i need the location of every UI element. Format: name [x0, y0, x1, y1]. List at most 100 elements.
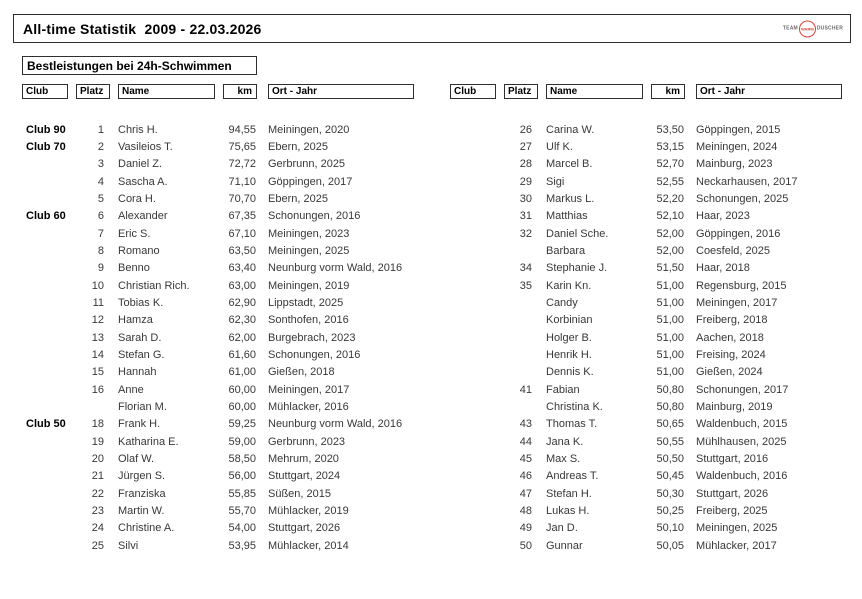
- platz-value: 1: [97, 123, 104, 136]
- column-header-club: Club: [22, 84, 68, 99]
- km-value: 62,00: [228, 331, 256, 344]
- name-value: Barbara: [546, 244, 586, 257]
- name-value: Stephanie J.: [546, 262, 608, 275]
- table-row: 14 Stefan G. 61,60 Schonungen, 2016: [22, 346, 414, 363]
- ort-jahr-value: Mühlacker, 2017: [696, 539, 777, 552]
- ort-jahr-value: Meiningen, 2020: [268, 123, 350, 136]
- platz-value: 3: [97, 158, 104, 171]
- table-row: 35 Karin Kn. 51,00 Regensburg, 2015: [450, 277, 842, 294]
- ort-jahr-value: Haar, 2023: [696, 210, 750, 223]
- name-value: Franziska: [118, 487, 166, 500]
- table-row: 32 Daniel Sche. 52,00 Göppingen, 2016: [450, 225, 842, 242]
- km-value: 50,80: [656, 383, 684, 396]
- ort-jahr-value: Mühlacker, 2019: [268, 504, 349, 517]
- logo-circle-icon: WARM: [798, 20, 816, 37]
- ort-jahr-value: Meiningen, 2017: [268, 383, 350, 396]
- km-value: 62,30: [228, 314, 256, 327]
- ort-jahr-value: Lippstadt, 2025: [268, 296, 344, 309]
- km-value: 50,25: [656, 504, 684, 517]
- km-value: 52,70: [656, 158, 684, 171]
- km-value: 50,50: [656, 452, 684, 465]
- km-value: 63,40: [228, 262, 256, 275]
- km-value: 51,50: [656, 262, 684, 275]
- km-value: 94,55: [228, 123, 256, 136]
- name-value: Silvi: [118, 539, 139, 552]
- ort-jahr-value: Freising, 2024: [696, 348, 766, 361]
- km-value: 51,00: [656, 366, 684, 379]
- header-spacer: [110, 84, 118, 99]
- name-value: Sarah D.: [118, 331, 162, 344]
- club-label: Club 60: [26, 210, 66, 223]
- km-value: 71,10: [228, 175, 256, 188]
- ort-jahr-value: Mühlhausen, 2025: [696, 435, 787, 448]
- ort-jahr-value: Mainburg, 2019: [696, 400, 773, 413]
- table-row: 47 Stefan H. 50,30 Stuttgart, 2026: [450, 485, 842, 502]
- km-value: 53,50: [656, 123, 684, 136]
- table-row: 11 Tobias K. 62,90 Lippstadt, 2025: [22, 294, 414, 311]
- table-row: Korbinian 51,00 Freiberg, 2018: [450, 312, 842, 329]
- platz-value: 10: [91, 279, 104, 292]
- page-title: All-time Statistik 2009 - 22.03.2026: [23, 20, 262, 37]
- name-value: Jürgen S.: [118, 470, 166, 483]
- platz-value: 48: [519, 504, 532, 517]
- name-value: Stefan G.: [118, 348, 165, 361]
- name-value: Marcel B.: [546, 158, 593, 171]
- ort-jahr-value: Coesfeld, 2025: [696, 244, 770, 257]
- platz-value: 34: [519, 262, 532, 275]
- platz-value: 9: [97, 262, 104, 275]
- table-header-right: Club Platz Name km Ort - Jahr: [450, 84, 842, 99]
- logo-duscher-label: DUSCHER: [816, 25, 843, 32]
- subtitle-box: Bestleistungen bei 24h-Schwimmen: [22, 56, 257, 75]
- header-spacer: [257, 84, 268, 99]
- ort-jahr-value: Neckarhausen, 2017: [696, 175, 798, 188]
- platz-value: 30: [519, 192, 532, 205]
- name-value: Dennis K.: [546, 366, 594, 379]
- name-value: Thomas T.: [546, 418, 598, 431]
- ort-jahr-value: Gerbrunn, 2025: [268, 158, 346, 171]
- ort-jahr-value: Meiningen, 2019: [268, 279, 350, 292]
- km-value: 51,00: [656, 331, 684, 344]
- platz-value: 18: [91, 418, 104, 431]
- name-value: Florian M.: [118, 400, 167, 413]
- ort-jahr-value: Ebern, 2025: [268, 192, 328, 205]
- ort-jahr-value: Süßen, 2015: [268, 487, 331, 500]
- platz-value: 11: [92, 296, 104, 309]
- ort-jahr-value: Meiningen, 2024: [696, 140, 778, 153]
- km-value: 67,10: [228, 227, 256, 240]
- ort-jahr-value: Freiberg, 2025: [696, 504, 768, 517]
- ort-jahr-value: Mainburg, 2023: [696, 158, 773, 171]
- table-row: 44 Jana K. 50,55 Mühlhausen, 2025: [450, 433, 842, 450]
- km-value: 62,90: [228, 296, 256, 309]
- table-header-left: Club Platz Name km Ort - Jahr: [22, 84, 414, 99]
- name-value: Jana K.: [546, 435, 584, 448]
- km-value: 50,30: [656, 487, 684, 500]
- km-value: 50,45: [656, 470, 684, 483]
- name-value: Daniel Sche.: [546, 227, 609, 240]
- ort-jahr-value: Stuttgart, 2026: [696, 487, 769, 500]
- table-row: 41 Fabian 50,80 Schonungen, 2017: [450, 381, 842, 398]
- km-value: 52,20: [656, 192, 684, 205]
- platz-value: 12: [91, 314, 104, 327]
- name-value: Matthias: [546, 210, 588, 223]
- platz-value: 14: [91, 348, 104, 361]
- ort-jahr-value: Göppingen, 2017: [268, 175, 353, 188]
- name-value: Lukas H.: [546, 504, 590, 517]
- logo-warm-label: WARM: [801, 26, 814, 31]
- platz-value: 24: [91, 522, 104, 535]
- table-row: 26 Carina W. 53,50 Göppingen, 2015: [450, 121, 842, 138]
- table-row: 15 Hannah 61,00 Gießen, 2018: [22, 364, 414, 381]
- table-row: Candy 51,00 Meiningen, 2017: [450, 294, 842, 311]
- name-value: Andreas T.: [546, 470, 599, 483]
- name-value: Romano: [118, 244, 160, 257]
- ort-jahr-value: Waldenbuch, 2015: [696, 418, 788, 431]
- km-value: 61,00: [228, 366, 256, 379]
- ort-jahr-value: Mühlacker, 2014: [268, 539, 349, 552]
- km-value: 50,05: [656, 539, 684, 552]
- ort-jahr-value: Göppingen, 2015: [696, 123, 781, 136]
- ort-jahr-value: Neunburg vorm Wald, 2016: [268, 418, 403, 431]
- platz-value: 44: [519, 435, 532, 448]
- table-row: 19 Katharina E. 59,00 Gerbrunn, 2023: [22, 433, 414, 450]
- name-value: Hamza: [118, 314, 153, 327]
- ort-jahr-value: Burgebrach, 2023: [268, 331, 356, 344]
- platz-value: 41: [519, 383, 532, 396]
